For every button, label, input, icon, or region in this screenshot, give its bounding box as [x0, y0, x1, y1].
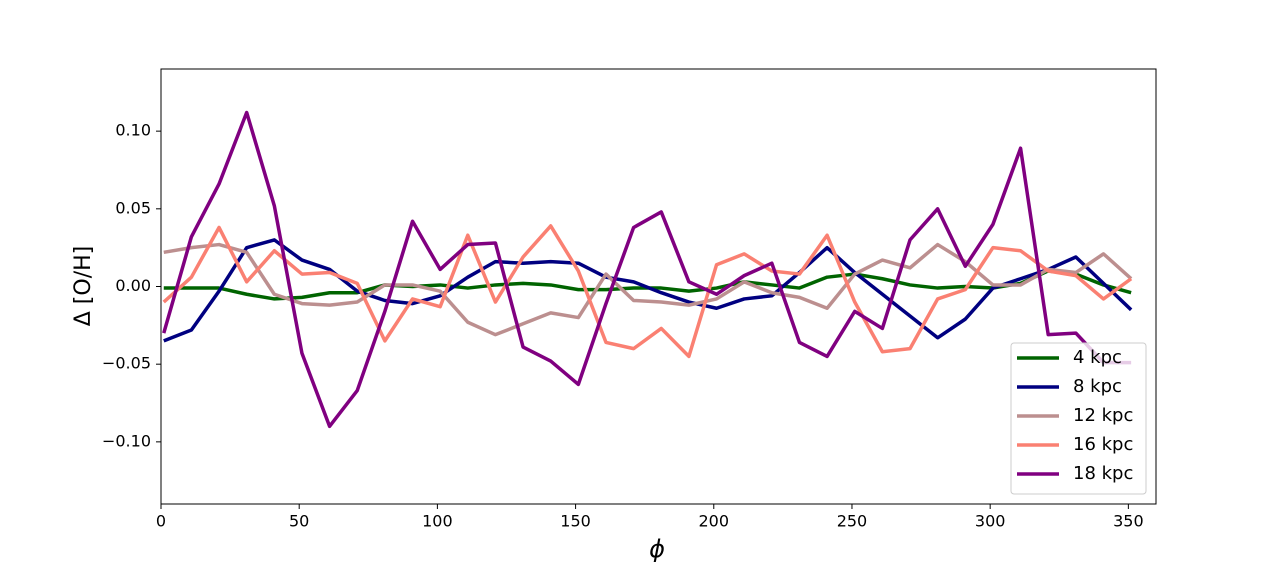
legend-label: 8 kpc	[1073, 376, 1122, 397]
legend-label: 16 kpc	[1073, 434, 1133, 455]
x-tick-label: 200	[699, 512, 730, 531]
x-tick-label: 350	[1113, 512, 1144, 531]
legend-label: 12 kpc	[1073, 405, 1133, 426]
series-line	[162, 110, 1132, 429]
y-axis-label: Δ [O/H]	[71, 246, 96, 326]
y-tick-label: −0.05	[102, 354, 151, 373]
series-line	[163, 242, 1133, 337]
y-tick-label: −0.10	[102, 431, 151, 450]
x-axis-label: ϕ	[649, 535, 665, 563]
legend: 4 kpc 8 kpc 12 kpc 16 kpc 18 kpc	[1010, 342, 1147, 495]
y-tick-label: 0.00	[115, 276, 151, 295]
plot-frame	[160, 68, 1157, 505]
x-tick-label: 300	[975, 512, 1006, 531]
y-tick-label: 0.05	[115, 198, 151, 217]
legend-label: 4 kpc	[1073, 347, 1122, 368]
x-tick-label: 150	[560, 512, 591, 531]
y-tick-label: 0.10	[115, 121, 151, 140]
x-tick-label: 250	[837, 512, 868, 531]
x-tick-label: 100	[422, 512, 453, 531]
legend-box	[1010, 342, 1147, 495]
x-tick-label: 0	[156, 512, 166, 531]
series-line	[162, 224, 1133, 359]
series-line	[163, 238, 1133, 343]
legend-label: 18 kpc	[1073, 463, 1133, 484]
x-tick-label: 50	[289, 512, 309, 531]
